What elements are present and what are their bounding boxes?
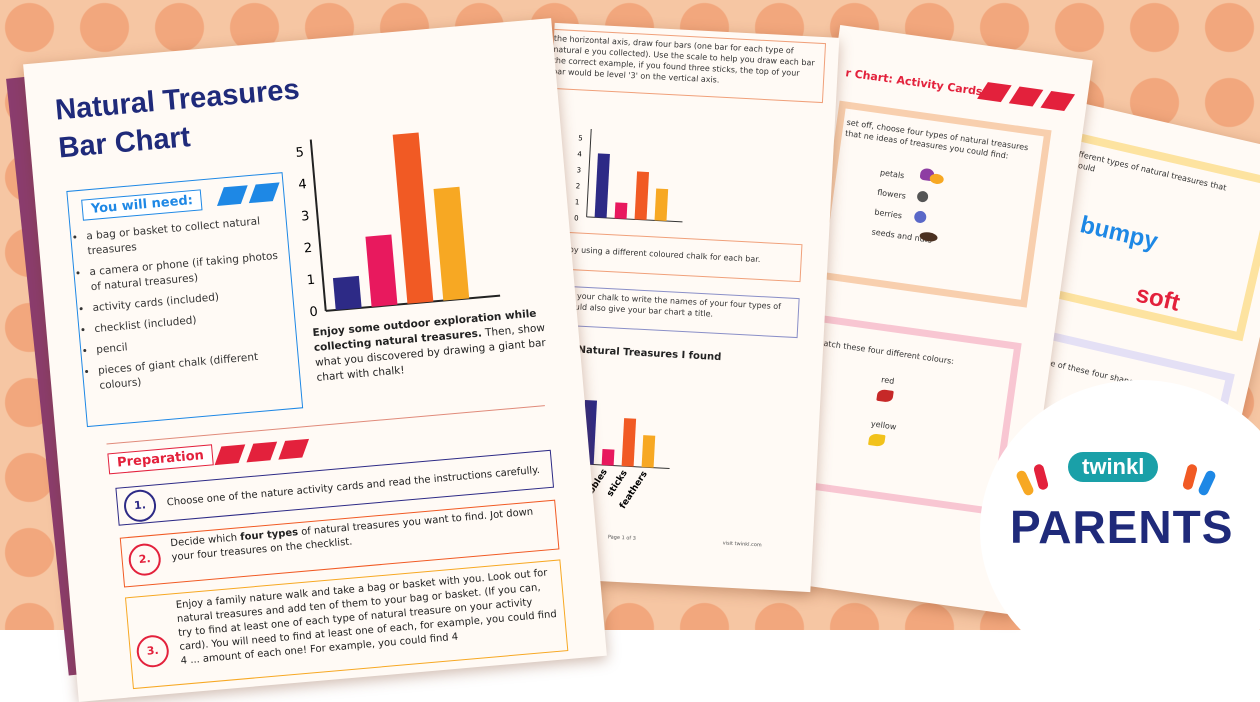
chart-bar xyxy=(392,132,434,304)
y-tick-label: 5 xyxy=(295,145,305,161)
logo-dash-red xyxy=(1032,463,1050,491)
step-2-text-bold: four types xyxy=(239,527,299,544)
main-activity-sheet: Natural Treasures Bar Chart You will nee… xyxy=(23,18,607,702)
you-will-need-list: a bag or basket to collect natural treas… xyxy=(68,212,300,401)
logo-dash-orange xyxy=(1181,463,1199,491)
intro-text: Enjoy some outdoor exploration while col… xyxy=(312,306,551,386)
chart-title-found: Natural Treasures I found xyxy=(577,344,722,364)
sheet3-title: r Chart: Activity Cards xyxy=(844,66,984,99)
sheet3-stripes xyxy=(977,82,1079,117)
chart-bar xyxy=(365,234,398,307)
y-tick-label: 4 xyxy=(298,177,308,193)
chart-bar xyxy=(601,449,615,466)
y-tick-label: 3 xyxy=(576,166,581,174)
card2-item-0: red xyxy=(880,375,895,386)
twinkl-brand: twinkl xyxy=(1068,452,1159,482)
y-tick-label: 3 xyxy=(301,209,311,225)
chart-bar xyxy=(634,171,650,220)
chart-bar xyxy=(594,153,610,218)
y-tick-label: 2 xyxy=(576,182,581,190)
y-tick-label: 2 xyxy=(303,241,313,257)
preparation-title: Preparation xyxy=(107,444,214,475)
logo-dash-blue xyxy=(1196,469,1218,497)
footer-site: visit twinkl.com xyxy=(722,540,762,549)
y-tick-label: 5 xyxy=(578,134,583,142)
chart-bar xyxy=(621,418,637,467)
main-bar-chart: 0 1 2 3 4 5 xyxy=(295,132,501,321)
y-tick-label: 1 xyxy=(575,198,580,206)
y-tick-label: 0 xyxy=(309,305,319,321)
y-tick-label: 4 xyxy=(577,150,582,158)
preparation-stripes xyxy=(214,438,315,468)
chart-bar xyxy=(614,202,628,219)
parents-word: PARENTS xyxy=(1010,501,1234,553)
y-tick-label: 1 xyxy=(306,273,316,289)
chart-bar xyxy=(654,188,669,222)
chart-bar xyxy=(641,435,656,468)
footer-page: Page 1 of 3 xyxy=(607,534,637,542)
y-tick-label: 0 xyxy=(574,214,579,222)
logo-dash-yellow xyxy=(1014,469,1036,497)
small-bar-chart: 0 1 2 3 4 5 xyxy=(574,128,683,222)
chart-bar xyxy=(433,186,470,301)
chart-bar xyxy=(332,275,362,311)
